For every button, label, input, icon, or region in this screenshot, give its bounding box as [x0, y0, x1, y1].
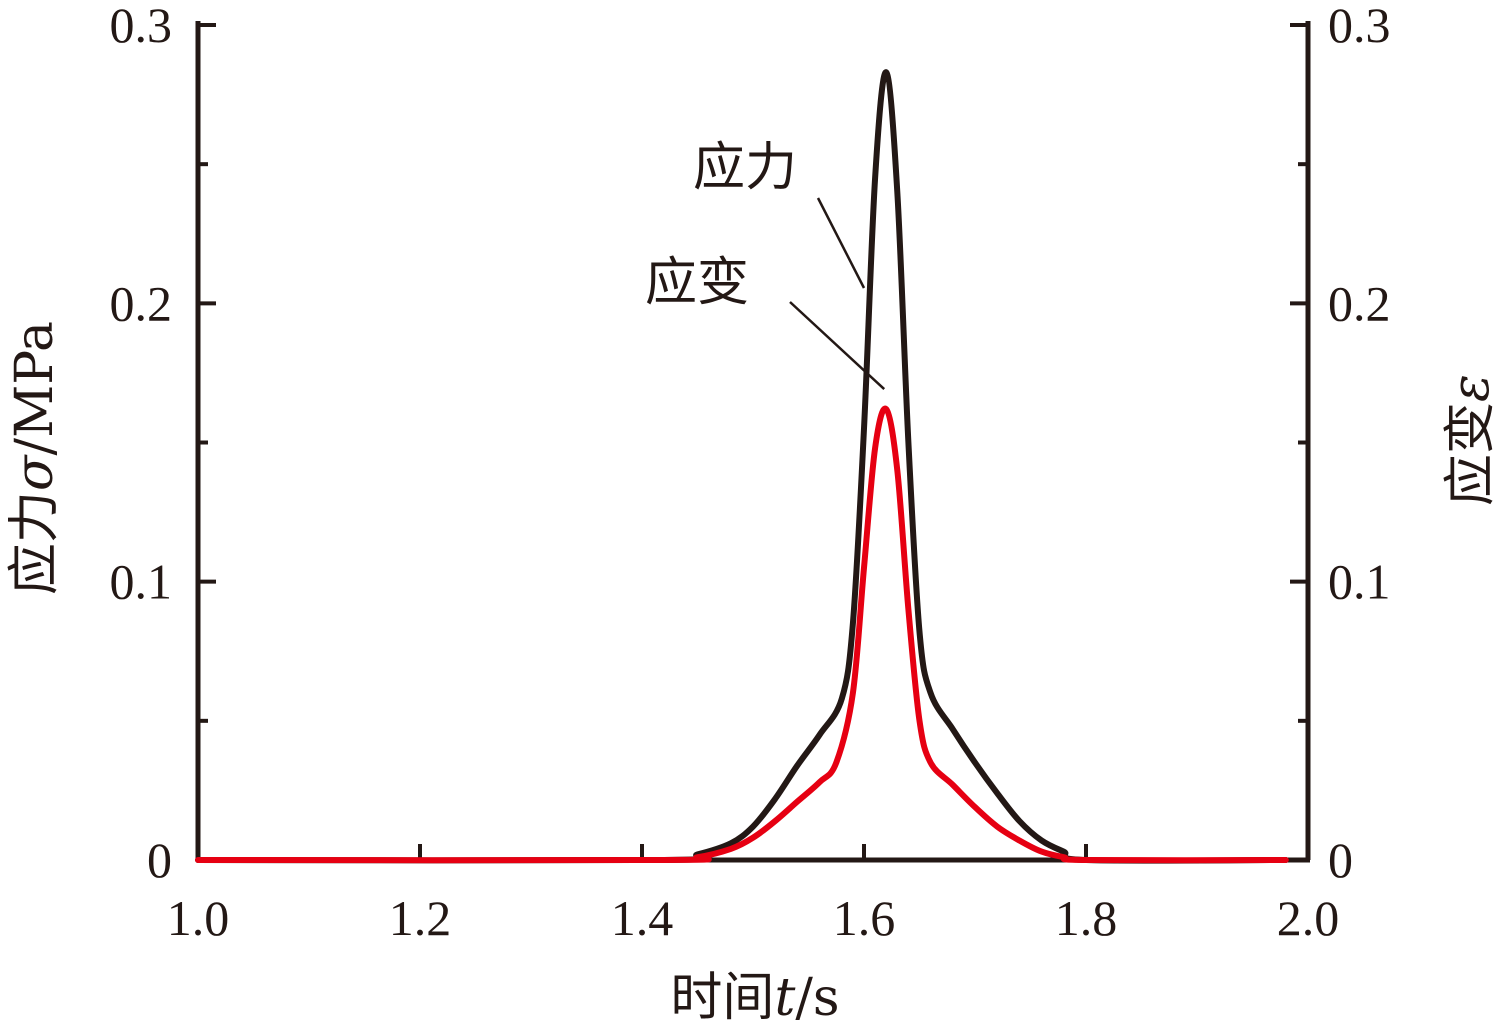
- annotation-label: 应变: [645, 253, 749, 313]
- left-y-tick-label: 0: [147, 832, 172, 888]
- right-y-axis-ticks: 0 0.1 0.2 0.3: [1290, 0, 1391, 888]
- left-y-tick-label: 0.3: [110, 0, 173, 53]
- x-tick-label: 1.8: [1055, 890, 1118, 946]
- right-y-tick-label: 0.2: [1328, 275, 1391, 331]
- left-y-tick-label: 0.1: [110, 554, 173, 610]
- right-y-tick-label: 0: [1328, 832, 1353, 888]
- left-y-axis-ticks: 0 0.1 0.2 0.3: [110, 0, 216, 888]
- x-tick-label: 1.6: [833, 890, 896, 946]
- series-layer: [195, 69, 1289, 864]
- right-y-tick-label: 0.1: [1328, 554, 1391, 610]
- left-y-tick-label: 0.2: [110, 275, 173, 331]
- x-tick-label: 2.0: [1277, 890, 1340, 946]
- right-y-tick-label: 0.3: [1328, 0, 1391, 53]
- series-line-stress: [195, 69, 1289, 864]
- annotation-leader-line: [789, 301, 886, 391]
- right-y-axis-title: 应变ε: [1441, 374, 1501, 506]
- annotation-leader-line: [816, 197, 866, 289]
- x-axis-title: 时间t/s: [670, 968, 839, 1025]
- x-axis-ticks: 1.0 1.2 1.4 1.6 1.8 2.0: [167, 844, 1340, 946]
- x-tick-label: 1.0: [167, 890, 230, 946]
- x-tick-label: 1.2: [389, 890, 452, 946]
- x-tick-label: 1.4: [611, 890, 674, 946]
- series-line-strain: [195, 405, 1289, 864]
- annotation-label: 应力: [693, 138, 797, 198]
- left-y-axis-title: 应力σ/MPa: [5, 321, 65, 595]
